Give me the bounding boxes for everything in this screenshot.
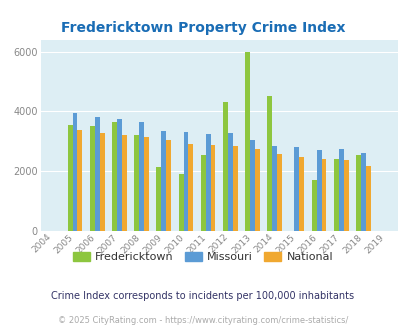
- Bar: [338, 149, 343, 231]
- Bar: [311, 180, 316, 231]
- Bar: [178, 174, 183, 231]
- Bar: [277, 153, 281, 231]
- Bar: [134, 135, 139, 231]
- Bar: [267, 96, 272, 231]
- Bar: [77, 130, 82, 231]
- Bar: [68, 125, 72, 231]
- Bar: [245, 51, 249, 231]
- Bar: [210, 145, 215, 231]
- Bar: [333, 159, 338, 231]
- Bar: [156, 167, 161, 231]
- Bar: [112, 122, 117, 231]
- Bar: [272, 146, 277, 231]
- Bar: [117, 119, 121, 231]
- Bar: [90, 126, 94, 231]
- Bar: [249, 140, 254, 231]
- Bar: [343, 160, 348, 231]
- Bar: [254, 149, 259, 231]
- Bar: [365, 166, 370, 231]
- Bar: [316, 150, 321, 231]
- Bar: [94, 117, 99, 231]
- Bar: [200, 155, 205, 231]
- Text: Fredericktown Property Crime Index: Fredericktown Property Crime Index: [61, 21, 344, 35]
- Bar: [139, 122, 144, 231]
- Bar: [99, 133, 104, 231]
- Bar: [227, 133, 232, 231]
- Bar: [122, 135, 126, 231]
- Legend: Fredericktown, Missouri, National: Fredericktown, Missouri, National: [68, 248, 337, 267]
- Bar: [166, 140, 171, 231]
- Bar: [298, 157, 303, 231]
- Text: Crime Index corresponds to incidents per 100,000 inhabitants: Crime Index corresponds to incidents per…: [51, 291, 354, 301]
- Bar: [360, 153, 365, 231]
- Bar: [205, 134, 210, 231]
- Bar: [144, 137, 149, 231]
- Bar: [222, 102, 227, 231]
- Bar: [183, 132, 188, 231]
- Bar: [161, 131, 166, 231]
- Bar: [232, 146, 237, 231]
- Bar: [72, 113, 77, 231]
- Bar: [188, 144, 193, 231]
- Bar: [355, 155, 360, 231]
- Text: © 2025 CityRating.com - https://www.cityrating.com/crime-statistics/: © 2025 CityRating.com - https://www.city…: [58, 316, 347, 325]
- Bar: [294, 147, 298, 231]
- Bar: [321, 159, 326, 231]
